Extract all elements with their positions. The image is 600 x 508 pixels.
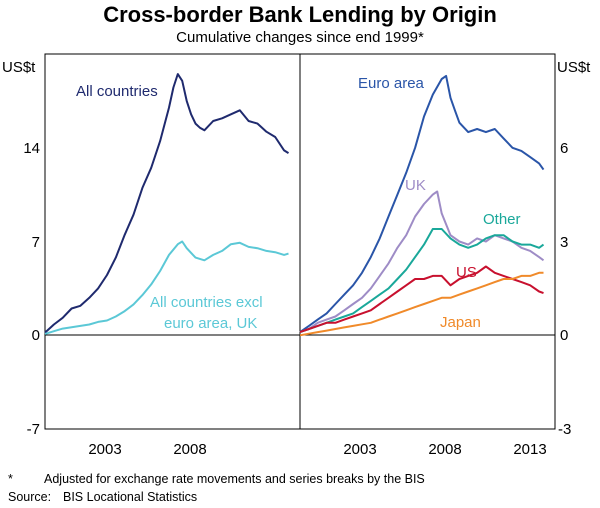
left-series-group — [44, 73, 290, 335]
left-y-unit-label: US$t — [2, 59, 36, 76]
right-series-group — [299, 74, 545, 337]
source-text: BIS Locational Statistics — [63, 490, 198, 504]
annotation-euro-area: Euro area — [358, 75, 425, 92]
footnote: * Adjusted for exchange rate movements an… — [8, 472, 425, 486]
footnote-text: Adjusted for exchange rate movements and… — [44, 472, 425, 486]
right-y-tick-label: 3 — [560, 234, 568, 251]
left-series-line-cyan — [44, 240, 289, 335]
right-y-unit-label: US$t — [557, 59, 591, 76]
right-y-tick-label: 0 — [560, 327, 568, 344]
annotation-all-countries-excl-line1: All countries excl — [150, 294, 263, 311]
source-label: Source: — [8, 490, 52, 504]
right-y-tick-label: -3 — [558, 421, 571, 438]
right-x-tick-label: 2003 — [343, 441, 376, 458]
annotation-all-countries-excl-line2: euro area, UK — [164, 315, 257, 332]
right-series-line-blue — [299, 74, 545, 333]
footnote-marker: * — [8, 472, 13, 486]
annotation-all-countries: All countries — [76, 83, 158, 100]
right-series-line-teal — [299, 228, 545, 334]
left-y-tick-label: 14 — [23, 140, 40, 157]
annotation-other: Other — [483, 211, 521, 228]
annotation-uk: UK — [405, 177, 426, 194]
left-y-tick-label: 0 — [32, 327, 40, 344]
right-y-tick-label: 6 — [560, 140, 568, 157]
left-x-tick-label: 2003 — [88, 441, 121, 458]
right-series-line-purple — [299, 190, 545, 334]
right-x-tick-label: 2008 — [428, 441, 461, 458]
left-series-line-navy — [44, 73, 290, 334]
left-x-tick-label: 2008 — [173, 441, 206, 458]
source-note: Source: BIS Locational Statistics — [8, 490, 197, 504]
left-y-tick-label: 7 — [32, 234, 40, 251]
left-y-tick-label: -7 — [27, 421, 40, 438]
chart-area: US$t US$t 14 7 0 -7 6 3 0 -3 2003 2008 2… — [2, 53, 591, 458]
right-x-tick-label: 2013 — [513, 441, 546, 458]
chart-subtitle: Cumulative changes since end 1999* — [176, 29, 424, 46]
right-series-line-red — [299, 265, 544, 334]
annotation-japan: Japan — [440, 314, 481, 331]
annotation-us: US — [456, 264, 477, 281]
chart-title: Cross-border Bank Lending by Origin — [103, 2, 497, 27]
right-series-line-orange — [299, 271, 544, 337]
